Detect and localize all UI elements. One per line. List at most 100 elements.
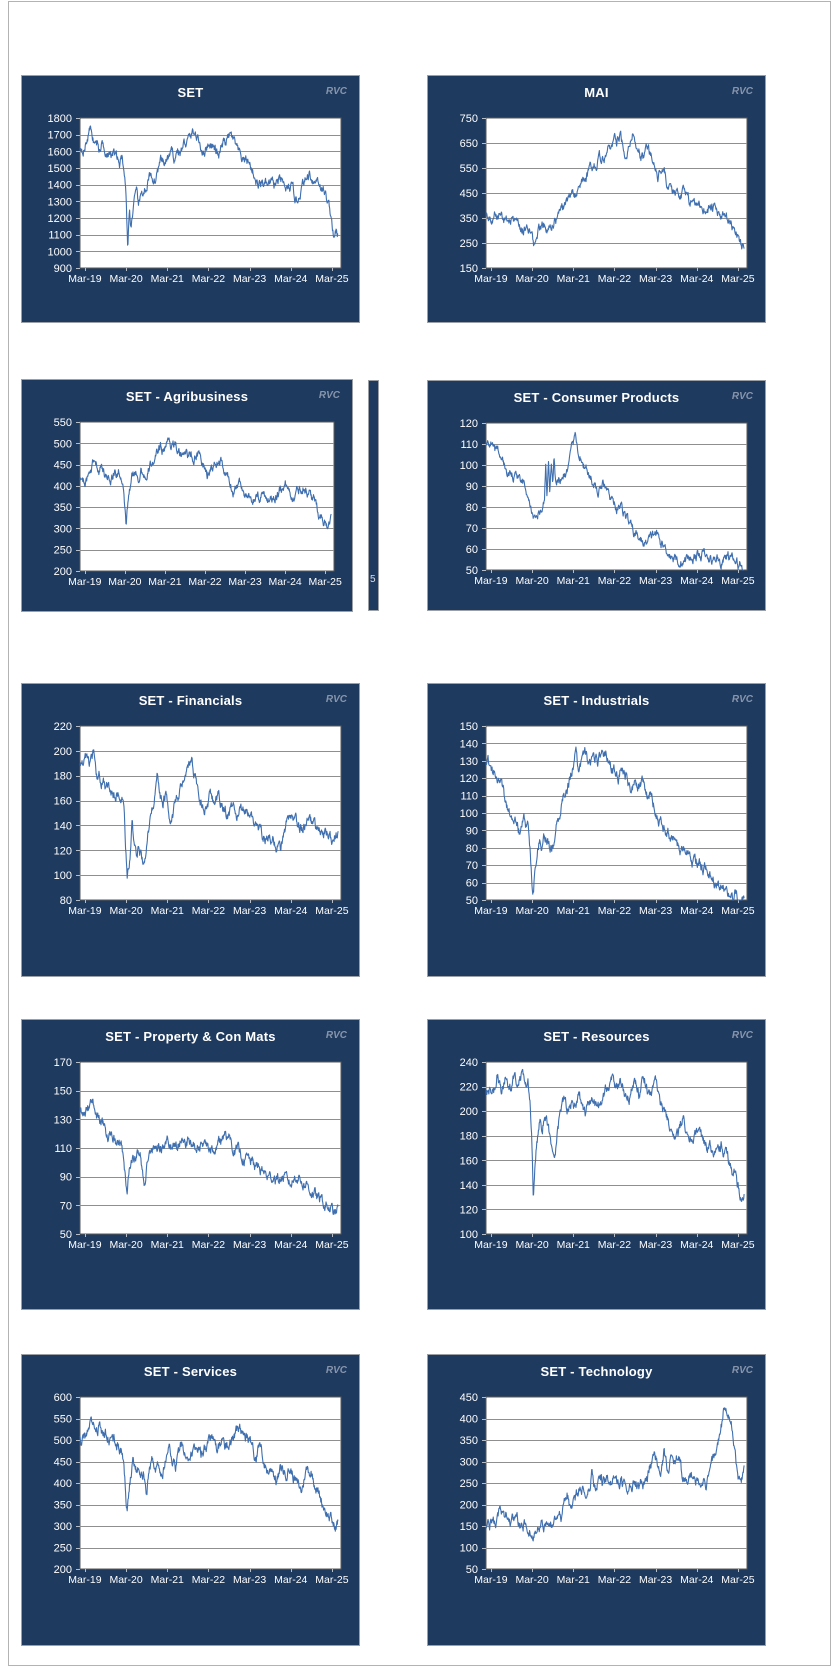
y-tick-label: 80 <box>60 895 72 907</box>
x-tick-label: Mar-21 <box>151 905 184 917</box>
y-tick-label: 120 <box>460 1204 478 1216</box>
chart-panel-set-financials[interactable]: SET - Financials RVC 80 100 120 140 160 180 200 2… <box>21 683 360 977</box>
line-chart: 150 250 350 450 550 650 750 Mar-19 Mar-20 Mar-21 M… <box>460 113 755 285</box>
rvc-watermark: RVC <box>731 391 753 402</box>
y-tick-label: 60 <box>466 544 478 556</box>
x-tick-label: Mar-22 <box>598 273 631 285</box>
x-tick-label: Mar-25 <box>721 273 754 285</box>
x-tick-label: Mar-25 <box>315 1574 348 1586</box>
y-tick-label: 100 <box>54 870 72 882</box>
chart-panel-set-services[interactable]: SET - Services RVC 200 250 300 350 400 450 500 55… <box>21 1354 360 1646</box>
x-tick-label: Mar-23 <box>228 576 261 588</box>
x-tick-label: Mar-25 <box>309 576 342 588</box>
x-tick-label: Mar-23 <box>639 1239 672 1251</box>
chart-panel-set-industrials[interactable]: SET - Industrials RVC 50 60 70 80 90 100 110 120 1… <box>427 683 766 977</box>
x-tick-label: Mar-24 <box>274 905 307 917</box>
x-tick-label: Mar-21 <box>557 575 590 587</box>
x-tick-label: Mar-24 <box>274 273 307 285</box>
y-tick-label: 550 <box>54 417 72 429</box>
y-tick-label: 450 <box>54 460 72 472</box>
y-tick-label: 600 <box>54 1392 72 1404</box>
chart-panel-mai[interactable]: MAI RVC 150 250 350 450 550 650 750 Mar-19 Mar-20 M… <box>427 75 766 323</box>
x-tick-label: Mar-23 <box>639 905 672 917</box>
y-tick-label: 50 <box>466 565 478 577</box>
x-tick-label: Mar-21 <box>148 576 181 588</box>
plot-area <box>485 422 748 571</box>
series-line <box>485 431 745 571</box>
chart-panel-set-resources[interactable]: SET - Resources RVC 100 120 140 160 180 200 220 2… <box>427 1019 766 1310</box>
x-tick-label: Mar-22 <box>192 273 225 285</box>
chart-panel-set-technology[interactable]: SET - Technology RVC 50 100 150 200 250 300 350 4… <box>427 1354 766 1646</box>
x-tick-label: Mar-25 <box>721 1574 754 1586</box>
x-tick-label: Mar-25 <box>315 273 348 285</box>
y-tick-label: 250 <box>54 545 72 557</box>
x-tick-label: Mar-21 <box>557 273 590 285</box>
y-tick-label: 120 <box>460 773 478 785</box>
line-chart: 50 60 70 80 90 100 110 120 130 140 150 Mar-19 Mar-20… <box>460 721 755 917</box>
x-tick-label: Mar-20 <box>108 576 141 588</box>
x-tick-label: Mar-20 <box>515 575 548 587</box>
y-tick-label: 50 <box>466 895 478 907</box>
series-line <box>79 1416 339 1532</box>
line-chart: 80 100 120 140 160 180 200 220 Mar-19 Mar-20 Mar-2… <box>54 721 349 917</box>
y-tick-label: 180 <box>54 771 72 783</box>
y-tick-label: 1000 <box>48 246 72 258</box>
chart-title: SET - Services <box>143 1364 238 1379</box>
line-chart: 200 250 300 350 400 450 500 550 Mar-19 Mar-20 Mar-… <box>54 417 342 588</box>
series-line <box>485 746 745 901</box>
rvc-watermark: RVC <box>325 1030 347 1041</box>
x-tick-label: Mar-19 <box>474 575 507 587</box>
x-tick-label: Mar-24 <box>274 1574 307 1586</box>
y-tick-label: 90 <box>466 825 478 837</box>
x-tick-label: Mar-19 <box>68 1574 101 1586</box>
x-tick-label: Mar-19 <box>474 273 507 285</box>
y-tick-label: 200 <box>54 1564 72 1576</box>
rvc-watermark: RVC <box>731 1365 753 1376</box>
x-tick-label: Mar-19 <box>68 576 101 588</box>
x-tick-label: Mar-22 <box>192 1574 225 1586</box>
y-tick-label: 500 <box>54 1435 72 1447</box>
y-tick-label: 350 <box>460 1435 478 1447</box>
y-tick-label: 130 <box>460 756 478 768</box>
y-tick-label: 300 <box>54 1521 72 1533</box>
y-tick-label: 140 <box>460 738 478 750</box>
y-tick-label: 350 <box>54 502 72 514</box>
y-tick-label: 250 <box>54 1543 72 1555</box>
x-tick-label: Mar-25 <box>315 905 348 917</box>
plot-area <box>485 1061 748 1235</box>
y-tick-label: 110 <box>460 791 478 803</box>
x-tick-label: Mar-20 <box>109 905 142 917</box>
y-tick-label: 50 <box>60 1229 72 1241</box>
y-tick-label: 1500 <box>48 163 72 175</box>
y-tick-label: 350 <box>460 213 478 225</box>
chart-panel-set-property-con-mats[interactable]: SET - Property & Con Mats RVC 50 70 90 110 130… <box>21 1019 360 1310</box>
x-tick-label: Mar-22 <box>598 575 631 587</box>
x-tick-label: Mar-20 <box>515 1239 548 1251</box>
chart-title: SET - Agribusiness <box>125 389 249 404</box>
rvc-watermark: RVC <box>325 694 347 705</box>
y-tick-label: 50 <box>466 1564 478 1576</box>
y-tick-label: 100 <box>460 1229 478 1241</box>
y-tick-label: 70 <box>60 1200 72 1212</box>
y-tick-label: 550 <box>460 163 478 175</box>
y-tick-label: 70 <box>466 523 478 535</box>
chart-panel-set[interactable]: SET RVC 900 1000 1100 1200 1300 1400 1500 1600 170… <box>21 75 360 323</box>
y-tick-label: 90 <box>60 1172 72 1184</box>
y-tick-label: 200 <box>54 746 72 758</box>
y-tick-label: 1100 <box>48 230 72 242</box>
y-tick-label: 110 <box>460 439 478 451</box>
y-tick-label: 650 <box>460 138 478 150</box>
y-tick-label: 300 <box>54 523 72 535</box>
y-tick-label: 80 <box>466 843 478 855</box>
x-tick-label: Mar-23 <box>639 273 672 285</box>
chart-panel-set-agribusiness[interactable]: SET - Agribusiness RVC 200 250 300 350 400 450 5… <box>21 379 353 612</box>
y-tick-label: 110 <box>54 1143 72 1155</box>
x-tick-label: Mar-21 <box>151 1239 184 1251</box>
x-tick-label: Mar-22 <box>192 905 225 917</box>
chart-panel-set-consumer-products[interactable]: SET - Consumer Products RVC 50 60 70 80 90 100 1… <box>427 380 766 611</box>
x-tick-label: Mar-24 <box>680 1574 713 1586</box>
y-tick-label: 1600 <box>48 146 72 158</box>
y-tick-label: 120 <box>54 845 72 857</box>
y-tick-label: 130 <box>54 1114 72 1126</box>
x-tick-label: Mar-24 <box>274 1239 307 1251</box>
